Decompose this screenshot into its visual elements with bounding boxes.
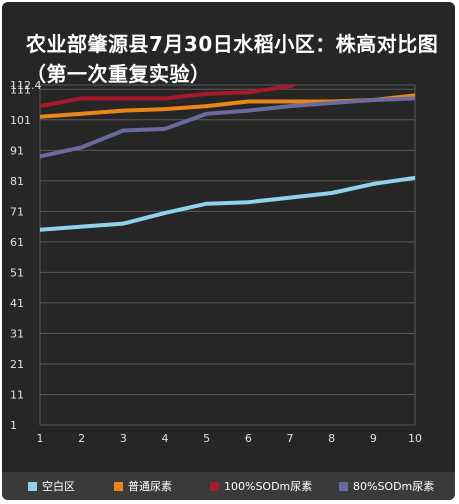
x-tick-label: 8 [328,432,335,445]
x-tick-label: 5 [203,432,210,445]
y-tick-label: 81 [10,175,24,188]
y-tick-label: 101 [10,114,31,127]
y-tick-label: 71 [10,205,24,218]
x-tick-label: 7 [287,432,294,445]
x-tick-label: 9 [370,432,377,445]
y-tick-label: 31 [10,327,24,340]
x-axis-ticks: 1 2 3 4 5 6 7 8 9 10 [37,432,423,445]
chart-legend: 空白区 普通尿素 100%SODm尿素 80%SODm尿素 [2,472,455,500]
series-line-4 [40,98,415,156]
legend-label: 80%SODm尿素 [353,479,434,494]
series-line-1 [40,178,415,230]
legend-swatch-regular-urea [114,482,123,491]
y-tick-label: 51 [10,266,24,279]
x-tick-label: 3 [120,432,127,445]
series-lines [40,69,415,229]
legend-swatch-blank-plot [28,482,37,491]
legend-swatch-100-sodm-urea [210,482,219,491]
y-tick-label: 61 [10,236,24,249]
legend-label: 100%SODm尿素 [224,479,312,494]
legend-label: 空白区 [42,479,75,494]
x-tick-label: 6 [245,432,252,445]
x-tick-label: 1 [37,432,44,445]
chart-panel: 农业部肇源县7月30日水稻小区：株高对比图（第一次重复实验） 1 11 21 31 41… [2,2,455,500]
y-tick-label: 21 [10,358,24,371]
y-tick-label: 1 [10,419,17,432]
x-tick-label: 4 [162,432,169,445]
y-tick-label: 11 [10,388,24,401]
grid-lines [40,85,415,425]
legend-label: 普通尿素 [128,479,172,494]
y-tick-label: 112.4 [10,79,42,92]
y-tick-label: 91 [10,144,24,157]
y-tick-label: 41 [10,297,24,310]
legend-swatch-80-sodm-urea [339,482,348,491]
x-tick-label: 2 [78,432,85,445]
x-tick-label: 10 [408,432,422,445]
